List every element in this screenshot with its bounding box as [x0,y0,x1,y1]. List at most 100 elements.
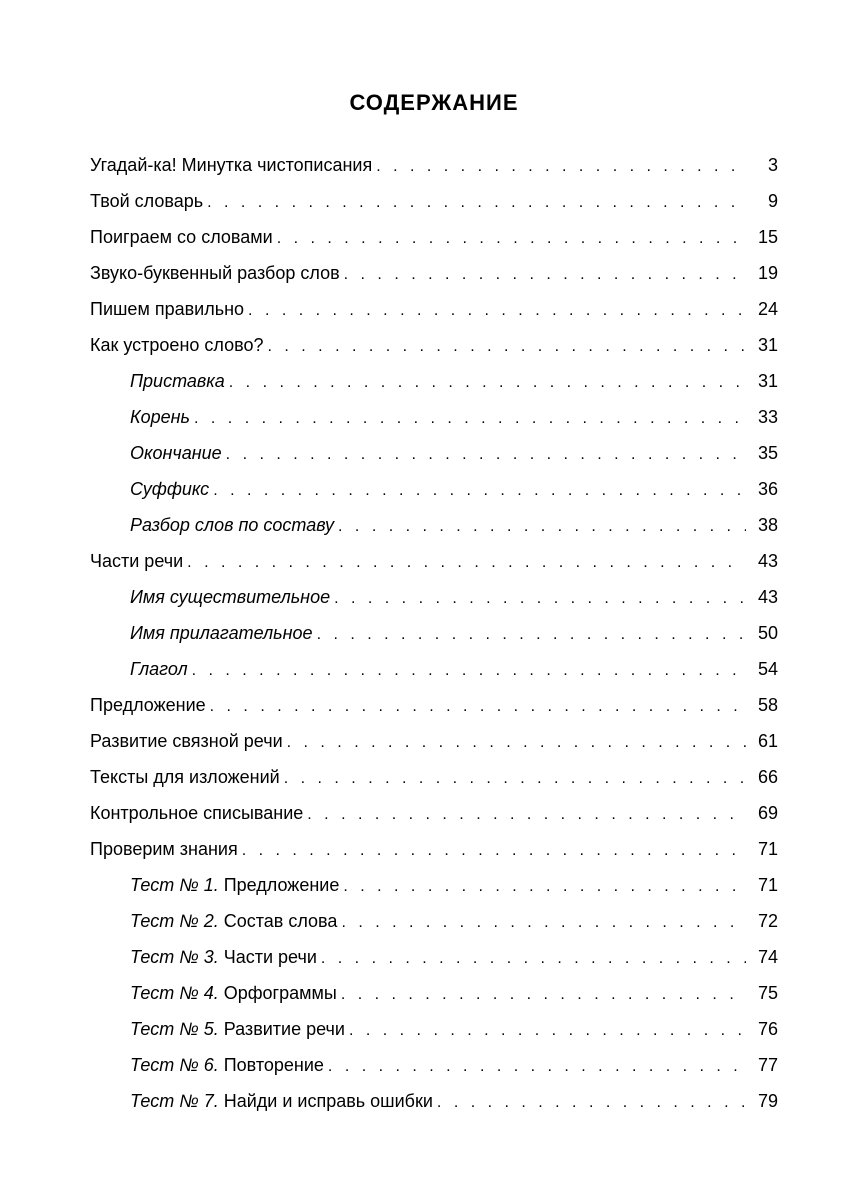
toc-dot-leader [192,663,746,679]
toc-entry-label: Тест № 5. Развитие речи [130,1020,345,1038]
toc-entry-label: Тест № 4. Орфограммы [130,984,337,1002]
toc-entry-label: Поиграем со словами [90,228,273,246]
toc-dot-leader [248,303,746,319]
toc-entry-label: Имя прилагательное [130,624,313,642]
toc-dot-leader [376,159,746,175]
toc-entry: Имя прилагательное 50 [90,624,778,643]
toc-entry-page: 19 [750,264,778,282]
toc-entry-page: 54 [750,660,778,678]
toc-entry-page: 79 [750,1092,778,1110]
toc-entry: Окончание 35 [90,444,778,463]
toc-dot-leader [341,987,746,1003]
toc-entry: Глагол 54 [90,660,778,679]
toc-entry: Контрольное списывание 69 [90,804,778,823]
toc-entry-page: 75 [750,984,778,1002]
toc-entry-page: 15 [750,228,778,246]
toc-dot-leader [207,195,746,211]
toc-entry-label: Тест № 3. Части речи [130,948,317,966]
toc-dot-leader [268,339,747,355]
toc-entry-label: Глагол [130,660,188,678]
toc-entry-label: Звуко-буквенный разбор слов [90,264,340,282]
toc-entry: Проверим знания 71 [90,840,778,859]
toc-dot-leader [437,1095,746,1111]
toc-entry-page: 50 [750,624,778,642]
toc-entry-page: 43 [750,588,778,606]
toc-entry-label: Предложение [90,696,206,714]
toc-entry-page: 72 [750,912,778,930]
toc-entry-page: 31 [750,336,778,354]
toc-entry: Разбор слов по составу 38 [90,516,778,535]
toc-entry-label: Развитие связной речи [90,732,283,750]
toc-dot-leader [284,771,746,787]
toc-entry: Тест № 6. Повторение 77 [90,1056,778,1075]
toc-entry-page: 9 [750,192,778,210]
toc-entry-page: 38 [750,516,778,534]
toc-entry-page: 24 [750,300,778,318]
toc-entry-label: Приставка [130,372,225,390]
toc-dot-leader [321,951,746,967]
toc-dot-leader [307,807,746,823]
toc-entry-page: 58 [750,696,778,714]
toc-dot-leader [317,627,746,643]
toc-title: СОДЕРЖАНИЕ [90,90,778,116]
toc-dot-leader [210,699,746,715]
toc-entry-page: 76 [750,1020,778,1038]
toc-entry: Корень 33 [90,408,778,427]
toc-entry-page: 71 [750,876,778,894]
toc-dot-leader [343,879,746,895]
toc-entry-label: Разбор слов по составу [130,516,334,534]
toc-dot-leader [344,267,746,283]
toc-dot-leader [287,735,746,751]
toc-entry: Тексты для изложений66 [90,768,778,787]
toc-entry: Предложение 58 [90,696,778,715]
toc-entry-page: 33 [750,408,778,426]
toc-entry: Пишем правильно24 [90,300,778,319]
toc-entry: Твой словарь 9 [90,192,778,211]
toc-entry: Тест № 4. Орфограммы 75 [90,984,778,1003]
toc-entry-label: Окончание [130,444,222,462]
toc-dot-leader [341,915,746,931]
toc-dot-leader [349,1023,746,1039]
toc-entry: Поиграем со словами 15 [90,228,778,247]
toc-entry-page: 31 [750,372,778,390]
toc-entry-page: 69 [750,804,778,822]
toc-entry: Суффикс36 [90,480,778,499]
toc-entry: Тест № 1. Предложение71 [90,876,778,895]
toc-entry: Тест № 5. Развитие речи 76 [90,1020,778,1039]
toc-entry: Имя существительное 43 [90,588,778,607]
toc-entry-page: 35 [750,444,778,462]
toc-dot-leader [226,447,746,463]
toc-dot-leader [187,555,746,571]
toc-dot-leader [334,591,746,607]
toc-entry-label: Тест № 7. Найди и исправь ошибки [130,1092,433,1110]
toc-entry: Тест № 3. Части речи 74 [90,948,778,967]
toc-entry-page: 61 [750,732,778,750]
toc-entry-label: Как устроено слово? [90,336,264,354]
toc-entry-page: 36 [750,480,778,498]
toc-entry-label: Части речи [90,552,183,570]
toc-entry-page: 43 [750,552,778,570]
toc-entry: Части речи 43 [90,552,778,571]
toc-entry-page: 77 [750,1056,778,1074]
toc-entry-page: 74 [750,948,778,966]
toc-entry-label: Твой словарь [90,192,203,210]
toc-entry: Тест № 7. Найди и исправь ошибки 79 [90,1092,778,1111]
toc-entry-label: Проверим знания [90,840,238,858]
toc-dot-leader [242,843,746,859]
toc-entry-label: Контрольное списывание [90,804,303,822]
toc-entry: Приставка 31 [90,372,778,391]
toc-dot-leader [213,483,746,499]
toc-entry-label: Угадай-ка! Минутка чистописания [90,156,372,174]
toc-dot-leader [328,1059,746,1075]
toc-entry-page: 3 [750,156,778,174]
toc-entry: Угадай-ка! Минутка чистописания 3 [90,156,778,175]
toc-entry-page: 71 [750,840,778,858]
toc-entry-label: Корень [130,408,190,426]
toc-entry-label: Тест № 6. Повторение [130,1056,324,1074]
toc-entry: Развитие связной речи 61 [90,732,778,751]
toc-entry-label: Имя существительное [130,588,330,606]
toc-entry-label: Тексты для изложений [90,768,280,786]
toc-entry: Тест № 2. Состав слова72 [90,912,778,931]
toc-dot-leader [338,519,746,535]
toc-dot-leader [194,411,746,427]
